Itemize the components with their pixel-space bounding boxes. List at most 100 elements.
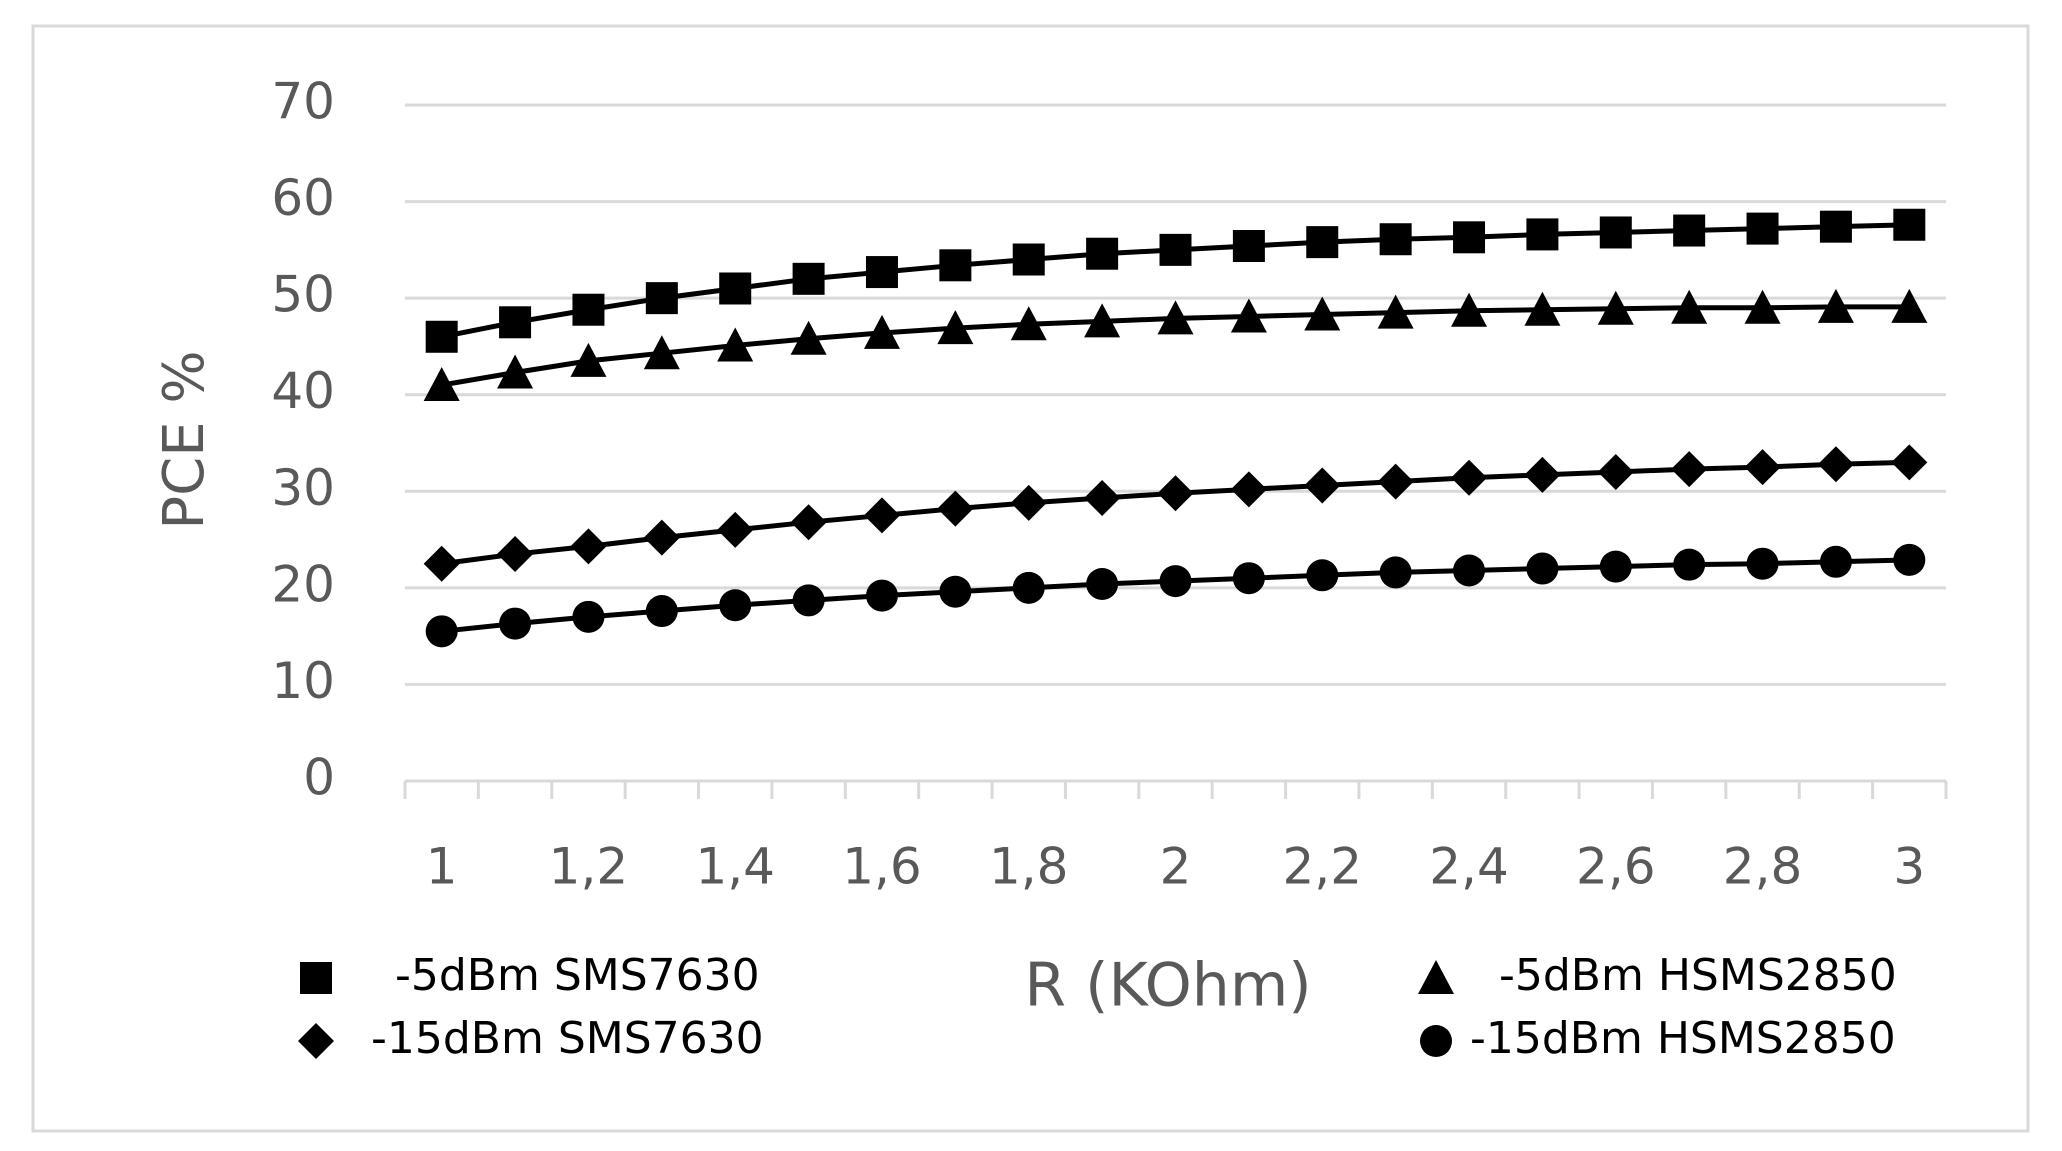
data-point — [1744, 289, 1781, 324]
data-point — [1012, 243, 1045, 276]
data-point — [792, 584, 825, 617]
legend-marker — [300, 962, 332, 994]
data-point — [570, 342, 607, 377]
data-point — [1012, 571, 1045, 604]
data-point — [1817, 446, 1854, 483]
data-point — [1306, 559, 1339, 592]
x-axis-title: R (KOhm) — [1024, 951, 1311, 1021]
y-tick-label: 20 — [271, 555, 335, 613]
y-tick-label: 30 — [271, 459, 335, 517]
data-point — [1817, 288, 1854, 323]
y-tick-label: 10 — [271, 652, 335, 710]
y-tick-label: 40 — [271, 362, 335, 420]
data-point — [1453, 554, 1486, 587]
data-point — [572, 600, 605, 633]
x-tick-label: 1 — [426, 838, 458, 896]
x-tick-label: 1,2 — [549, 838, 629, 896]
data-point — [1157, 475, 1194, 512]
data-point — [719, 272, 752, 305]
data-point — [423, 545, 460, 582]
data-point — [1157, 300, 1194, 335]
data-point — [1746, 547, 1779, 580]
data-point — [1377, 294, 1414, 329]
data-point — [1451, 292, 1488, 327]
data-point — [939, 249, 972, 282]
data-point — [1893, 543, 1926, 576]
data-point — [1671, 451, 1708, 488]
data-point — [939, 575, 972, 608]
data-point — [645, 282, 678, 315]
data-point — [1597, 453, 1634, 490]
data-point — [1377, 463, 1414, 500]
data-point — [645, 595, 678, 628]
data-point — [1526, 218, 1559, 251]
data-point — [937, 310, 974, 345]
legend-marker — [1420, 1025, 1452, 1057]
x-tick-label: 2,4 — [1429, 838, 1509, 896]
data-point — [1086, 567, 1119, 600]
legend-marker — [1418, 960, 1454, 994]
data-point — [1084, 303, 1121, 338]
data-point — [1230, 471, 1267, 508]
data-point — [1746, 212, 1779, 245]
y-tick-label: 50 — [271, 266, 335, 324]
data-point — [1673, 548, 1706, 581]
data-point — [863, 497, 900, 534]
data-point — [1232, 229, 1265, 262]
data-point — [497, 354, 534, 389]
data-point — [792, 262, 825, 295]
x-tick-label: 3 — [1893, 838, 1925, 896]
data-point — [1819, 545, 1852, 578]
data-point — [425, 320, 458, 353]
x-tick-label: 2,2 — [1282, 838, 1362, 896]
data-point — [425, 615, 458, 648]
data-point — [1230, 298, 1267, 333]
data-point — [423, 367, 460, 402]
data-point — [1744, 449, 1781, 486]
data-point — [643, 335, 680, 370]
x-tick-label: 2,8 — [1723, 838, 1803, 896]
data-point — [1451, 459, 1488, 496]
data-point — [1599, 550, 1632, 583]
data-point — [1599, 216, 1632, 249]
data-point — [1453, 221, 1486, 254]
data-point — [1379, 223, 1412, 256]
data-point — [1304, 467, 1341, 504]
data-point — [1891, 444, 1928, 481]
data-point — [1159, 565, 1192, 598]
x-tick-label: 1,6 — [842, 838, 922, 896]
legend-label: -5dBm SMS7630 — [395, 950, 760, 1001]
data-point — [1084, 480, 1121, 517]
x-tick-label: 2 — [1160, 838, 1192, 896]
data-point — [790, 320, 827, 355]
data-point — [1524, 456, 1561, 493]
data-point — [1597, 290, 1634, 325]
y-axis-title: PCE % — [152, 350, 217, 529]
y-tick-label: 70 — [271, 73, 335, 131]
x-tick-label: 2,6 — [1576, 838, 1656, 896]
data-point — [1891, 288, 1928, 323]
data-point — [865, 256, 898, 289]
data-point — [499, 306, 532, 339]
y-tick-label: 60 — [271, 169, 335, 227]
data-point — [1893, 208, 1926, 241]
legend-label: -15dBm SMS7630 — [371, 1013, 764, 1064]
data-point — [717, 327, 754, 362]
y-tick-label: 0 — [303, 749, 335, 807]
data-point — [1671, 289, 1708, 324]
data-point — [1524, 291, 1561, 326]
legend-label: -5dBm HSMS2850 — [1499, 950, 1897, 1001]
data-point — [863, 314, 900, 349]
legend-label: -15dBm HSMS2850 — [1470, 1013, 1896, 1064]
x-tick-label: 1,4 — [695, 838, 775, 896]
data-point — [643, 519, 680, 556]
data-point — [1306, 226, 1339, 259]
data-point — [570, 528, 607, 565]
data-point — [717, 511, 754, 548]
data-point — [1159, 233, 1192, 266]
data-point — [790, 504, 827, 541]
data-point — [1819, 210, 1852, 243]
data-point — [719, 589, 752, 622]
data-point — [1379, 556, 1412, 589]
